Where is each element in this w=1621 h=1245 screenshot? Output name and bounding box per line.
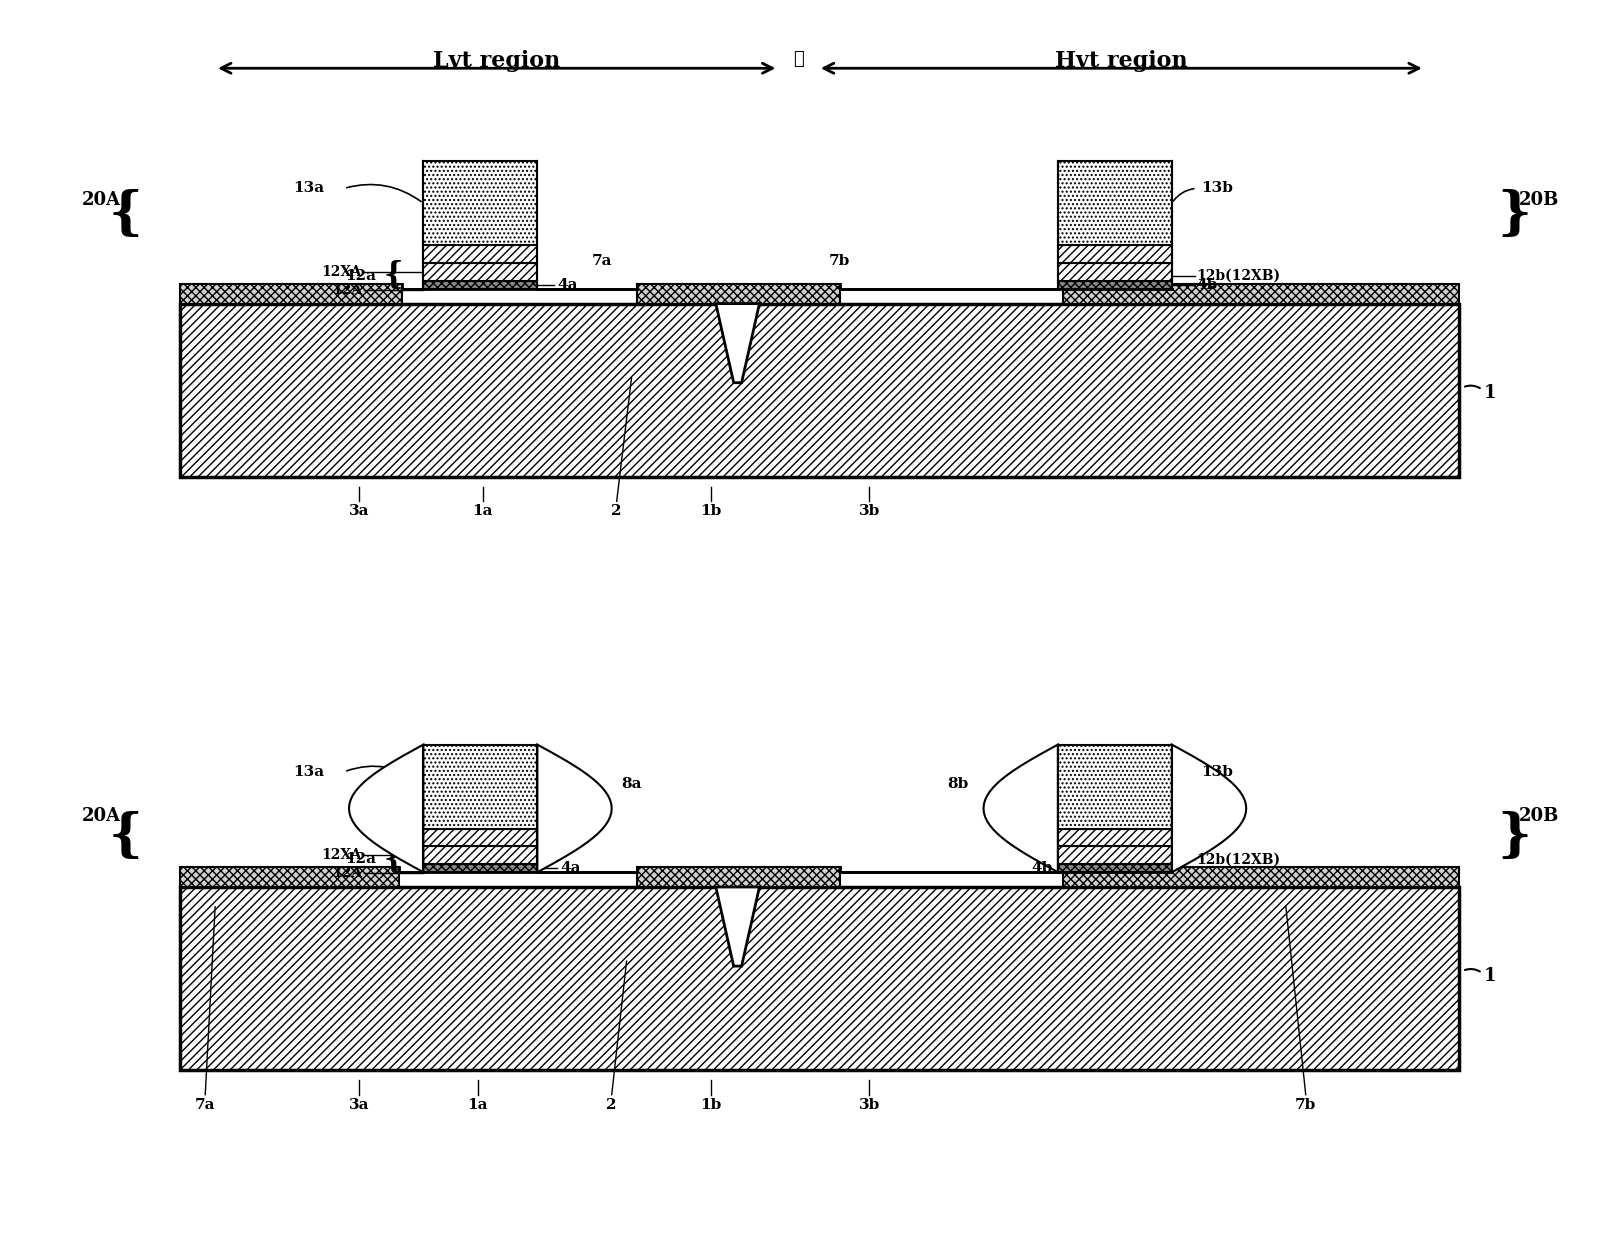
Text: 3a: 3a [349, 504, 370, 518]
Text: }: } [1496, 189, 1530, 240]
Text: 7b: 7b [828, 254, 851, 268]
Bar [637, 868, 840, 886]
Bar [1059, 864, 1172, 873]
Text: 12a: 12a [345, 853, 376, 867]
Text: {: { [109, 810, 143, 862]
Bar [423, 245, 537, 263]
Text: {: { [384, 844, 404, 875]
Text: 1: 1 [1485, 383, 1496, 402]
Bar [1059, 161, 1172, 245]
Text: 4b: 4b [1031, 862, 1054, 875]
Polygon shape [984, 745, 1059, 873]
Text: 12A: 12A [332, 867, 361, 880]
Text: 4a: 4a [558, 278, 577, 291]
Polygon shape [1172, 745, 1247, 873]
Bar [1059, 847, 1172, 864]
Text: 20A: 20A [81, 190, 120, 209]
Bar [423, 745, 537, 829]
Text: {: { [384, 260, 404, 291]
Polygon shape [537, 745, 611, 873]
Bar [180, 304, 1459, 477]
Text: 3b: 3b [859, 504, 880, 518]
Text: 13a: 13a [293, 182, 324, 195]
Text: 12b(12XB): 12b(12XB) [1196, 853, 1281, 867]
Bar [1059, 829, 1172, 847]
Bar [423, 161, 537, 245]
Text: 7a: 7a [592, 254, 613, 268]
Text: 1a: 1a [467, 1098, 488, 1112]
Text: {: { [109, 189, 143, 240]
Text: 20B: 20B [1519, 190, 1559, 209]
Text: 7a: 7a [195, 1098, 216, 1112]
Text: Hvt region: Hvt region [1055, 50, 1188, 72]
Bar [1063, 284, 1459, 304]
Text: 20B: 20B [1519, 807, 1559, 825]
Bar [637, 284, 840, 304]
Text: 12XA: 12XA [321, 848, 361, 863]
Bar [180, 868, 399, 886]
Text: 4a: 4a [561, 862, 580, 875]
Text: 1a: 1a [473, 504, 493, 518]
Bar [423, 263, 537, 281]
Bar [1059, 281, 1172, 289]
Bar [1059, 263, 1172, 281]
Bar [423, 864, 537, 873]
Text: 2: 2 [611, 504, 622, 518]
Text: 8a: 8a [621, 777, 642, 791]
Bar [1063, 868, 1459, 886]
Bar [1059, 245, 1172, 263]
Text: 3b: 3b [859, 1098, 880, 1112]
Bar [1059, 745, 1172, 829]
Bar [423, 281, 537, 289]
Text: 12a: 12a [345, 269, 376, 283]
Text: 1b: 1b [700, 504, 721, 518]
Text: 2: 2 [606, 1098, 618, 1112]
Text: 13a: 13a [293, 764, 324, 779]
Text: 8b: 8b [947, 777, 969, 791]
Text: 13b: 13b [1201, 182, 1234, 195]
Polygon shape [716, 304, 760, 382]
Text: }: } [1496, 810, 1530, 862]
Bar [180, 284, 402, 304]
Text: 1: 1 [1485, 967, 1496, 985]
Text: 13b: 13b [1201, 764, 1234, 779]
Text: ✕: ✕ [793, 50, 804, 68]
Text: 3a: 3a [349, 1098, 370, 1112]
Polygon shape [716, 886, 760, 966]
Bar [423, 829, 537, 847]
Text: 7b: 7b [1295, 1098, 1316, 1112]
Text: 4b: 4b [1196, 278, 1217, 291]
Text: 12XA: 12XA [321, 265, 361, 279]
Text: 12b(12XB): 12b(12XB) [1196, 269, 1281, 283]
Bar [180, 886, 1459, 1069]
Text: 12A: 12A [332, 283, 361, 296]
Text: 20A: 20A [81, 807, 120, 825]
Text: Lvt region: Lvt region [433, 50, 561, 72]
Text: 1b: 1b [700, 1098, 721, 1112]
Bar [423, 847, 537, 864]
Polygon shape [349, 745, 423, 873]
